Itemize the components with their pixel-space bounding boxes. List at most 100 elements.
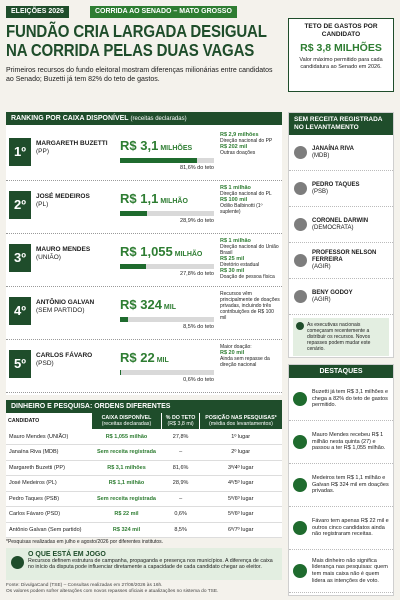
ranking-subtitle: (receitas declaradas) [130, 116, 187, 122]
cell: 1º lugar [199, 429, 282, 445]
detail-text: Odilio Balbinotti (1º suplente) [220, 203, 263, 215]
cell: 28,9% [161, 475, 200, 492]
party: (DEMOCRATA) [312, 224, 354, 231]
amount-line: R$ 324 MIL [120, 296, 214, 314]
detail-amount: R$ 100 mil [220, 197, 248, 203]
candidate: PEDRO TAQUES (PSB) [289, 171, 393, 207]
icon [11, 556, 24, 569]
avatar [294, 182, 307, 195]
detail-amount: R$ 20 mil [220, 350, 245, 356]
cell: Carlos Fávaro (PSD) [6, 506, 92, 523]
detail-text: Recursos vêm principalmente de doações p… [220, 291, 280, 321]
avatar [294, 290, 307, 303]
cell: 2º lugar [199, 444, 282, 461]
stakes: O QUE ESTÁ EM JOGO Recursos definem estr… [6, 548, 282, 580]
icon [293, 521, 307, 535]
party: (PL) [36, 201, 49, 208]
highlight: Mais dinheiro não significa liderança na… [289, 550, 393, 593]
cell: R$ 1,055 milhão [91, 429, 162, 445]
name: ANTÔNIO GALVAN [36, 299, 95, 306]
cell: 27,8% [161, 429, 200, 445]
rank: 3º [9, 244, 31, 272]
highlight-text: Fávaro tem apenas R$ 22 mil e outros cin… [312, 518, 389, 538]
share-label: 0,6% do teto [183, 377, 214, 383]
avatar [294, 218, 307, 231]
footer-note: Os valores podem sofrer alterações com n… [6, 589, 219, 594]
amount: R$ 22 [120, 350, 155, 365]
rank: 2º [9, 191, 31, 219]
share-label: 81,6% do teto [180, 165, 214, 171]
amount-line: R$ 22 MIL [120, 349, 214, 367]
amount-line: R$ 1,1 MILHÃO [120, 190, 214, 208]
name: PEDRO TAQUES [312, 181, 360, 188]
amount: R$ 324 [120, 297, 162, 312]
table-row: Janaína Riva (MDB) Sem receita registrada… [6, 444, 282, 461]
highlight-text: Mais dinheiro não significa liderança na… [312, 557, 388, 584]
amount-block: R$ 1,055 MILHÃO 27,8% do teto [120, 243, 214, 277]
cell: 81,6% [161, 460, 200, 476]
header-row: CANDIDATO CAIXA DISPONÍVEL (receitas decla… [6, 413, 282, 429]
highlight-text: Buzetti já tem R$ 3,1 milhões e chega a … [312, 389, 389, 409]
cell: R$ 1,1 milhão [91, 475, 162, 492]
cell: 5º/6º lugar [199, 491, 282, 507]
unit: MILHÃO [174, 251, 203, 258]
name: PROFESSOR NELSON FERREIRA [312, 250, 377, 263]
party: (AGIR) [312, 296, 331, 303]
source: Fonte: DivulgaCand (TSE) – Consultas rea… [6, 583, 163, 588]
share-bar [120, 264, 147, 269]
highlight: Mauro Mendes recebeu R$ 1 milhão nesta q… [289, 421, 393, 464]
share-bar [120, 317, 128, 322]
detail-text: Direção nacional do PP [220, 138, 273, 144]
candidate-text: JANAÍNA RIVA (MDB) [312, 146, 354, 160]
details: R$ 1 milhão Direção nacional do PL R$ 100 … [220, 185, 280, 215]
table-row: Carlos Fávaro (PSD) R$ 22 mil 0,6% 5º/6º lu… [6, 506, 282, 523]
unit: MILHÕES [160, 145, 193, 152]
cap-box: TETO DE GASTOS POR CANDIDATO R$ 3,8 MILH… [288, 18, 394, 92]
candidate: CARLOS FÁVARO (PSD) [36, 352, 118, 368]
cell: Sem receita registrada [91, 491, 162, 507]
name: CORONEL DARWIN [312, 217, 369, 224]
column-sub: (R$ 3,8 mi) [167, 421, 194, 427]
rank-row: 4º ANTÔNIO GALVAN (SEM PARTIDO) R$ 324 MIL 8,… [6, 287, 282, 340]
column-header: % DO TETO (R$ 3,8 mi) [161, 413, 200, 429]
detail-text: Direção nacional do PL [220, 191, 272, 197]
stakes-title: O QUE ESTÁ EM JOGO [28, 551, 106, 558]
share-bar [120, 211, 148, 216]
amount: R$ 1,055 [120, 244, 173, 259]
rank-row: 1º MARGARETH BUZETTI (PP) R$ 3,1 MILHÕES 81,6… [6, 128, 282, 181]
candidate: JANAÍNA RIVA (MDB) [289, 135, 393, 171]
cell: R$ 3,1 milhões [91, 460, 162, 476]
icon [293, 478, 307, 492]
party: (PP) [36, 148, 49, 155]
no-revenue-title: SEM RECEITA REGISTRADA NO LEVANTAMENTO [289, 113, 393, 135]
amount-line: R$ 1,055 MILHÃO [120, 243, 214, 261]
stakes-text: Recursos definem estrutura de campanha, … [28, 558, 273, 571]
icon [293, 392, 307, 406]
column-title: CAIXA DISPONÍVEL [101, 415, 152, 421]
party: (PSB) [312, 188, 329, 195]
table-title: DINHEIRO E PESQUISA: ORDENS DIFERENTES [6, 400, 282, 413]
note-text: As executivas nacionais começaram recent… [307, 322, 371, 352]
cell: Margareth Buzetti (PP) [6, 460, 92, 476]
amount-block: R$ 22 MIL 0,6% do teto [120, 349, 214, 383]
rank: 5º [9, 350, 31, 378]
table-box: DINHEIRO E PESQUISA: ORDENS DIFERENTES C… [6, 400, 282, 538]
amount: R$ 1,1 [120, 191, 159, 206]
ranking-title: RANKING POR CAIXA DISPONÍVEL [11, 115, 129, 122]
candidate: CORONEL DARWIN (DEMOCRATA) [289, 207, 393, 243]
no-revenue: SEM RECEITA REGISTRADA NO LEVANTAMENTO J… [288, 112, 394, 358]
details: Maior doação: R$ 20 mil Ainda sem repasse … [220, 344, 280, 368]
unit: MIL [156, 357, 169, 364]
name: CARLOS FÁVARO [36, 352, 93, 359]
share-bar [120, 158, 197, 163]
details: R$ 2,9 milhões Direção nacional do PP R$ 2… [220, 132, 280, 156]
subtitle: Primeiros recursos do fundo eleitoral mo… [6, 67, 273, 83]
column-title: CANDIDATO [8, 418, 40, 424]
column-sub: (receitas declaradas) [101, 421, 152, 427]
table-row: Margareth Buzetti (PP) R$ 3,1 milhões 81,6… [6, 460, 282, 476]
share-track [120, 264, 214, 269]
candidate: MARGARETH BUZETTI (PP) [36, 140, 118, 156]
cell: 0,6% [161, 506, 200, 523]
icon [296, 322, 304, 330]
cell: 8,5% [161, 522, 200, 538]
